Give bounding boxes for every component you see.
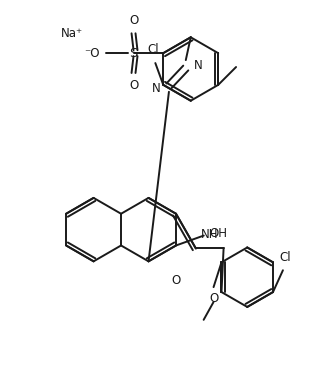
Text: N: N bbox=[194, 58, 203, 71]
Text: ⁻O: ⁻O bbox=[84, 47, 100, 60]
Text: Cl: Cl bbox=[279, 251, 291, 264]
Text: O: O bbox=[129, 14, 138, 27]
Text: Cl: Cl bbox=[147, 43, 159, 56]
Text: N: N bbox=[152, 83, 161, 95]
Text: OH: OH bbox=[210, 227, 228, 240]
Text: NH: NH bbox=[201, 228, 218, 240]
Text: Na⁺: Na⁺ bbox=[61, 27, 83, 40]
Text: S: S bbox=[129, 47, 138, 60]
Text: O: O bbox=[209, 292, 218, 305]
Text: O: O bbox=[129, 79, 138, 92]
Text: O: O bbox=[171, 274, 181, 287]
